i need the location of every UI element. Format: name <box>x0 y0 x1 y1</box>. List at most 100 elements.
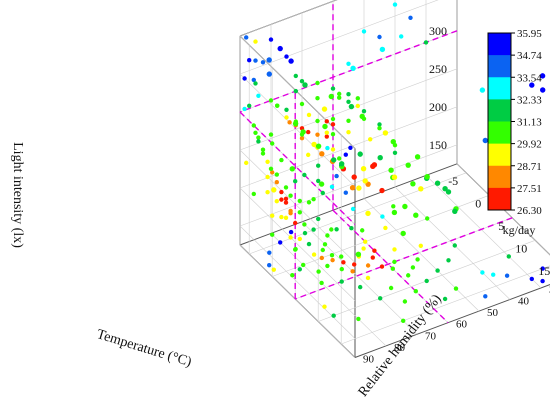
data-point <box>413 212 419 218</box>
projection-point <box>288 235 293 240</box>
projection-point <box>408 15 413 20</box>
projection-point <box>410 265 416 270</box>
data-point <box>424 174 430 180</box>
projection-point <box>391 204 396 209</box>
projection-point <box>491 272 496 277</box>
projection-point <box>339 266 344 272</box>
y-tick-label: 60 <box>456 319 468 331</box>
grid-line <box>239 244 356 358</box>
colorbar-segment <box>488 121 511 145</box>
projection-point <box>337 95 342 100</box>
projection-point <box>540 266 545 271</box>
box-edge <box>239 0 338 37</box>
data-point <box>321 106 328 112</box>
projection-point <box>302 172 307 178</box>
projection-point <box>311 252 317 257</box>
projection-point <box>452 243 457 248</box>
data-point <box>418 186 424 192</box>
projection-point <box>418 243 423 248</box>
grid-line <box>249 172 467 255</box>
projection-point <box>270 170 275 175</box>
data-point <box>289 166 295 172</box>
projection-point <box>361 246 366 251</box>
projection-point <box>358 284 363 290</box>
projection-point <box>283 215 289 220</box>
z-axis-title: Light intensity (lx) <box>10 142 25 248</box>
projection-point <box>279 197 284 202</box>
projection-point <box>337 156 342 161</box>
data-point <box>362 178 368 184</box>
projection-point <box>442 296 448 302</box>
projection-point <box>377 126 382 131</box>
data-point <box>355 251 362 257</box>
projection-point <box>256 139 261 144</box>
colorbar-label: 33.54 <box>517 72 542 84</box>
projection-point <box>316 216 321 222</box>
projection-point <box>279 214 284 220</box>
projection-point <box>251 77 256 83</box>
colorbar-unit: kg/day <box>503 223 536 237</box>
projection-point <box>343 152 348 157</box>
projection-point <box>337 91 342 97</box>
projection-point <box>253 58 258 63</box>
projection-point <box>368 137 373 142</box>
projection-point <box>365 275 371 281</box>
data-point <box>390 139 396 145</box>
ref-line-light-right <box>239 111 356 226</box>
projection-point <box>279 157 284 163</box>
projection-point <box>279 189 284 195</box>
projection-point <box>306 112 312 118</box>
projection-point <box>316 163 321 168</box>
projection-point <box>302 230 308 236</box>
data-point <box>360 166 367 172</box>
box-edge <box>354 283 550 358</box>
projection-point <box>299 79 305 84</box>
colorbar-label: 29.92 <box>517 139 542 151</box>
projection-point <box>423 40 429 45</box>
projection-point <box>315 80 320 86</box>
colorbar-segment <box>488 77 511 100</box>
projection-point <box>361 29 367 34</box>
data-point <box>379 187 385 194</box>
data-point <box>349 185 356 191</box>
data-point <box>479 87 486 93</box>
box-edge <box>239 163 458 246</box>
projection-point <box>339 254 344 259</box>
projection-point <box>322 304 327 309</box>
data-point <box>379 46 386 53</box>
projection-point <box>506 254 511 259</box>
projection-point <box>288 208 293 214</box>
projection-point <box>287 120 292 125</box>
projection-point <box>306 129 311 135</box>
projection-point <box>424 278 429 284</box>
projection-point <box>378 296 383 301</box>
projection-point <box>251 191 256 197</box>
projection-point <box>324 134 329 139</box>
data-point <box>339 161 345 167</box>
grid-line <box>341 265 550 345</box>
data-point <box>442 186 448 192</box>
projection-point <box>392 259 397 265</box>
data-point <box>482 137 488 144</box>
colorbar-segment <box>488 55 511 78</box>
projection-point <box>324 130 329 135</box>
data-point <box>377 155 383 161</box>
colorbar: 35.95 34.74 33.54 32.33 31.13 29.92 28.71 27.51… <box>487 28 542 217</box>
z-tick-label: 250 <box>429 62 447 76</box>
projection-point <box>355 103 360 109</box>
projection-point <box>504 273 510 278</box>
projection-point <box>392 2 398 7</box>
colorbar-segment <box>488 187 511 211</box>
projection-point <box>268 132 274 137</box>
data-point <box>319 151 325 157</box>
projection-point <box>329 227 334 232</box>
projection-point <box>350 269 355 274</box>
projection-point <box>325 145 330 151</box>
data-point <box>292 120 299 127</box>
projection-point <box>270 232 275 237</box>
projection-point <box>346 99 351 105</box>
projection-point <box>529 276 534 282</box>
colorbar-segment <box>488 99 511 122</box>
projection-point <box>293 88 298 94</box>
colorbar-segment <box>488 143 511 167</box>
